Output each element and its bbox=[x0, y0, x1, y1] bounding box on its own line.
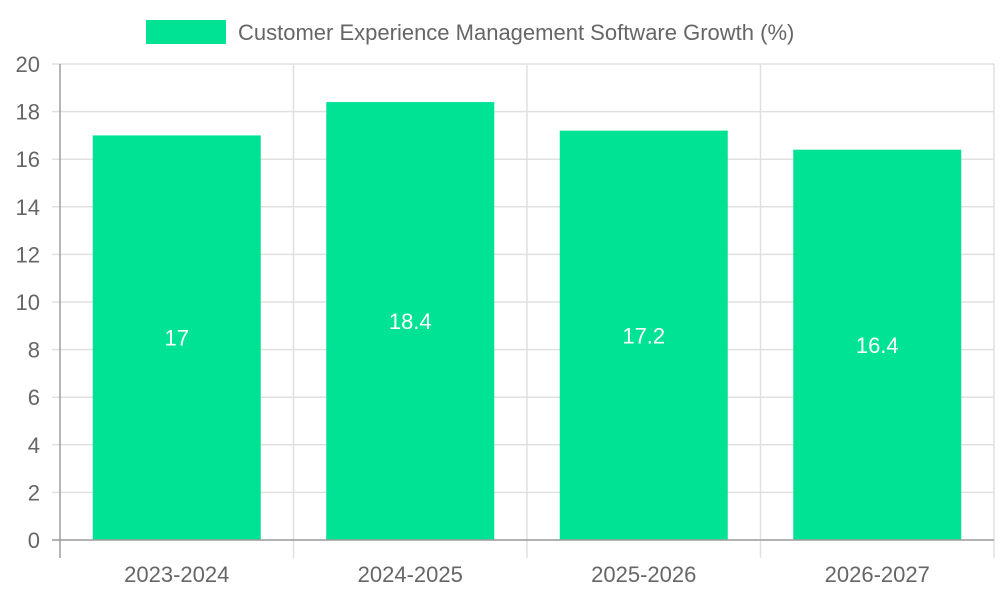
y-tick-label: 6 bbox=[28, 385, 40, 410]
x-axis-ticks: 2023-2024 2024-2025 2025-2026 2026-2027 bbox=[124, 562, 930, 587]
x-tick-label: 2025-2026 bbox=[591, 562, 696, 587]
value-labels: 17 18.4 17.2 16.4 bbox=[165, 309, 899, 358]
bar-value-label: 17.2 bbox=[622, 323, 665, 348]
bar-value-label: 16.4 bbox=[856, 333, 899, 358]
y-tick-label: 14 bbox=[16, 195, 40, 220]
legend[interactable]: Customer Experience Management Software … bbox=[146, 20, 794, 45]
axes bbox=[52, 64, 994, 558]
bar[interactable] bbox=[92, 135, 261, 540]
legend-swatch[interactable] bbox=[146, 20, 226, 44]
x-tick-label: 2024-2025 bbox=[358, 562, 463, 587]
bar-value-label: 18.4 bbox=[389, 309, 432, 334]
y-tick-label: 8 bbox=[28, 338, 40, 363]
y-tick-label: 20 bbox=[16, 52, 40, 77]
y-tick-label: 10 bbox=[16, 290, 40, 315]
y-tick-label: 12 bbox=[16, 242, 40, 267]
y-tick-label: 2 bbox=[28, 480, 40, 505]
bars bbox=[92, 102, 962, 540]
x-tick-label: 2026-2027 bbox=[825, 562, 930, 587]
x-tick-label: 2023-2024 bbox=[124, 562, 229, 587]
y-tick-label: 16 bbox=[16, 147, 40, 172]
y-tick-label: 4 bbox=[28, 433, 40, 458]
y-tick-label: 0 bbox=[28, 528, 40, 553]
y-axis-ticks: 0 2 4 6 8 10 12 14 16 18 20 bbox=[16, 52, 40, 553]
bar[interactable] bbox=[326, 102, 495, 540]
bar-value-label: 17 bbox=[165, 326, 189, 351]
y-tick-label: 18 bbox=[16, 100, 40, 125]
legend-label[interactable]: Customer Experience Management Software … bbox=[238, 20, 794, 45]
bar[interactable] bbox=[793, 149, 962, 540]
bar[interactable] bbox=[559, 130, 728, 540]
